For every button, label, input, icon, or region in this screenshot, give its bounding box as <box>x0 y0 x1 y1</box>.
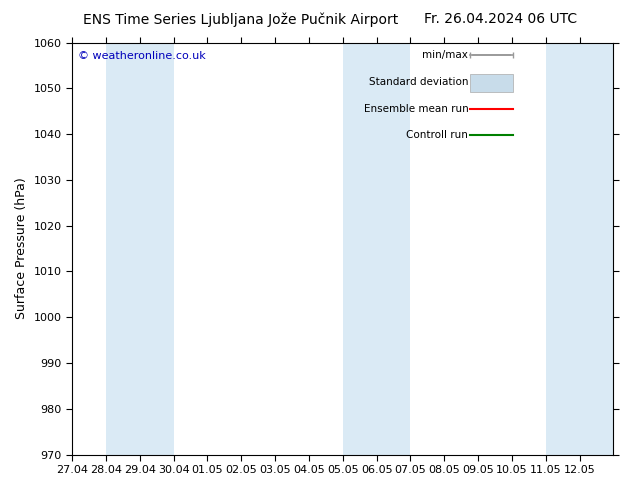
Bar <box>579 43 614 455</box>
Text: min/max: min/max <box>422 50 469 60</box>
Text: Fr. 26.04.2024 06 UTC: Fr. 26.04.2024 06 UTC <box>424 12 578 26</box>
Text: Ensemble mean run: Ensemble mean run <box>364 103 469 114</box>
Bar <box>139 43 174 455</box>
Bar <box>377 43 410 455</box>
Bar <box>106 43 139 455</box>
Text: © weatheronline.co.uk: © weatheronline.co.uk <box>77 51 205 61</box>
FancyBboxPatch shape <box>470 74 514 92</box>
Text: ENS Time Series Ljubljana Jože Pučnik Airport: ENS Time Series Ljubljana Jože Pučnik Ai… <box>83 12 399 27</box>
Bar <box>546 43 579 455</box>
Text: Standard deviation: Standard deviation <box>369 77 469 87</box>
Bar <box>343 43 377 455</box>
Text: Controll run: Controll run <box>406 130 469 140</box>
Y-axis label: Surface Pressure (hPa): Surface Pressure (hPa) <box>15 178 28 319</box>
